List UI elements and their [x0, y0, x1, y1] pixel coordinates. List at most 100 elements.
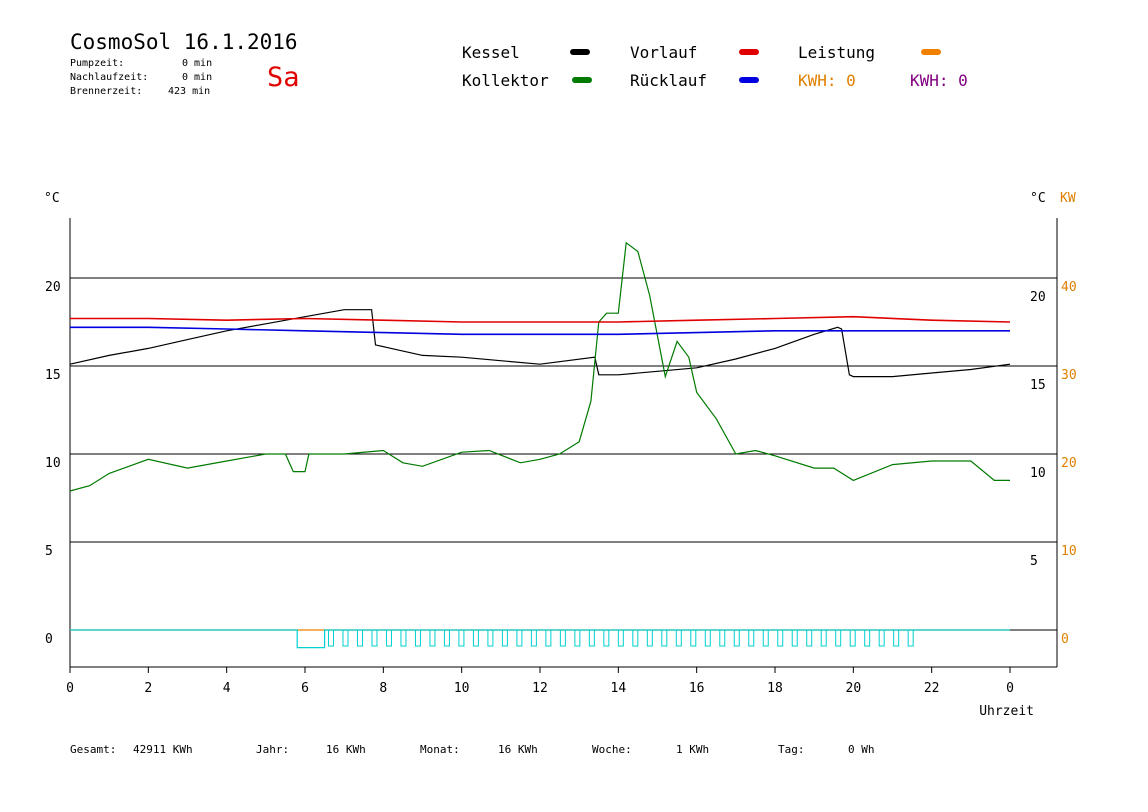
- pump-line: [70, 629, 1010, 649]
- legend-leistung-swatch: [921, 49, 941, 55]
- pump-cycle-mark: [328, 629, 334, 647]
- pump-cycle-mark: [661, 629, 668, 647]
- x-tick-label: 22: [924, 681, 940, 696]
- right-tick-label-kw: 10: [1061, 544, 1077, 559]
- nachlaufzeit-value: 0 min: [182, 72, 213, 83]
- pump-cycle-mark: [574, 629, 581, 647]
- pump-cycle-mark: [907, 629, 914, 647]
- pump-cycle-mark: [545, 629, 552, 647]
- kwh-purple-label: KWH: 0: [910, 71, 968, 90]
- footer-jahr-label: Jahr:: [256, 743, 290, 756]
- x-tick-label: 0: [1006, 681, 1014, 696]
- pump-cycle-mark: [820, 629, 827, 647]
- pump-cycle-mark: [632, 629, 639, 647]
- brennerzeit-label: Brennerzeit:: [70, 86, 143, 97]
- pump-cycle-mark: [719, 629, 726, 647]
- pump-cycle-mark: [646, 629, 653, 647]
- pump-cycle-mark: [472, 629, 479, 647]
- legend-leistung-label: Leistung: [798, 43, 876, 62]
- right-unit-label: °C: [1030, 191, 1046, 206]
- x-tick-label: 6: [301, 681, 309, 696]
- pumpzeit-label: Pumpzeit:: [70, 58, 125, 69]
- x-axis-label: Uhrzeit: [979, 704, 1034, 719]
- x-tick-label: 18: [767, 681, 783, 696]
- right-unit-kw-label: KW: [1060, 191, 1076, 206]
- left-tick-label: 5: [45, 544, 53, 559]
- kollektor-line: [69, 241, 1010, 492]
- pump-cycle-mark: [400, 629, 407, 647]
- pump-cycle-mark: [487, 629, 494, 647]
- x-tick-label: 8: [379, 681, 387, 696]
- left-tick-label: 15: [45, 368, 61, 383]
- footer-gesamt-label: Gesamt:: [70, 743, 117, 756]
- pump-cycle-mark: [864, 629, 871, 647]
- pump-cycle-mark: [835, 629, 842, 647]
- legend-kollektor-swatch: [572, 77, 592, 83]
- footer-gesamt-value: 42911 KWh: [133, 743, 193, 756]
- right-tick-label-kw: 0: [1061, 632, 1069, 647]
- pump-cycle-mark: [893, 629, 900, 647]
- pump-cycle-mark: [617, 629, 624, 647]
- pump-cycle-mark: [356, 629, 363, 647]
- x-tick-label: 10: [454, 681, 470, 696]
- legend-ruecklauf-swatch: [739, 77, 759, 83]
- pump-cycle-mark: [371, 629, 378, 647]
- left-tick-label: 20: [45, 280, 61, 295]
- x-tick-label: 14: [611, 681, 627, 696]
- pump-cycle-mark: [849, 629, 856, 647]
- pump-cycle-mark: [385, 629, 392, 647]
- right-tick-label-celsius: 20: [1030, 290, 1046, 305]
- legend-vorlauf-label: Vorlauf: [630, 43, 698, 62]
- chart-title: CosmoSol 16.1.2016: [70, 30, 298, 54]
- legend-ruecklauf-label: Rücklauf: [630, 71, 708, 90]
- footer-jahr-value: 16 KWh: [326, 743, 366, 756]
- pump-cycle-mark: [603, 629, 610, 647]
- right-tick-label-celsius: 15: [1030, 378, 1046, 393]
- left-tick-label: 10: [45, 456, 61, 471]
- pump-cycle-mark: [443, 629, 450, 647]
- kwh-orange-label: KWH: 0: [798, 71, 856, 90]
- left-unit-label: °C: [44, 191, 60, 206]
- right-tick-label-kw: 20: [1061, 456, 1077, 471]
- x-tick-label: 0: [66, 681, 74, 696]
- x-tick-label: 12: [532, 681, 548, 696]
- weekday-label: Sa: [267, 62, 300, 93]
- right-tick-label-celsius: 5: [1030, 554, 1038, 569]
- right-tick-label-kw: 30: [1061, 368, 1077, 383]
- vorlauf-line: [70, 315, 1011, 323]
- brennerzeit-value: 423 min: [168, 86, 211, 97]
- kessel-line: [69, 309, 1011, 378]
- right-tick-label-celsius: 10: [1030, 466, 1046, 481]
- pumpzeit-value: 0 min: [182, 58, 213, 69]
- x-tick-label: 4: [223, 681, 231, 696]
- pump-cycle-mark: [588, 629, 595, 647]
- left-tick-label: 0: [45, 632, 53, 647]
- x-tick-label: 20: [846, 681, 862, 696]
- ruecklauf-line: [70, 326, 1010, 336]
- x-tick-label: 16: [689, 681, 705, 696]
- pump-cycle-mark: [458, 629, 465, 647]
- pump-cycle-mark: [704, 629, 711, 647]
- legend-vorlauf-swatch: [739, 49, 759, 55]
- x-tick-label: 2: [144, 681, 152, 696]
- right-tick-label-kw: 40: [1061, 280, 1077, 295]
- pump-cycle-mark: [559, 629, 566, 647]
- pump-cycle-mark: [733, 629, 740, 647]
- pump-cycle-mark: [530, 629, 537, 647]
- pump-cycle-mark: [516, 629, 523, 647]
- legend-kollektor-label: Kollektor: [462, 71, 549, 90]
- pump-cycle-mark: [414, 629, 421, 647]
- footer-monat-value: 16 KWh: [498, 743, 538, 756]
- footer-tag-value: 0 Wh: [848, 743, 875, 756]
- legend-kessel-swatch: [570, 49, 590, 55]
- pump-cycle-mark: [429, 629, 436, 647]
- pump-cycle-mark: [342, 629, 349, 647]
- pump-cycle-mark: [675, 629, 682, 647]
- pump-cycle-mark: [806, 629, 813, 647]
- footer-woche-label: Woche:: [592, 743, 632, 756]
- pump-cycle-mark: [878, 629, 885, 647]
- pump-cycle-mark: [501, 629, 508, 647]
- footer-woche-value: 1 KWh: [676, 743, 710, 756]
- pump-cycle-mark: [777, 629, 784, 647]
